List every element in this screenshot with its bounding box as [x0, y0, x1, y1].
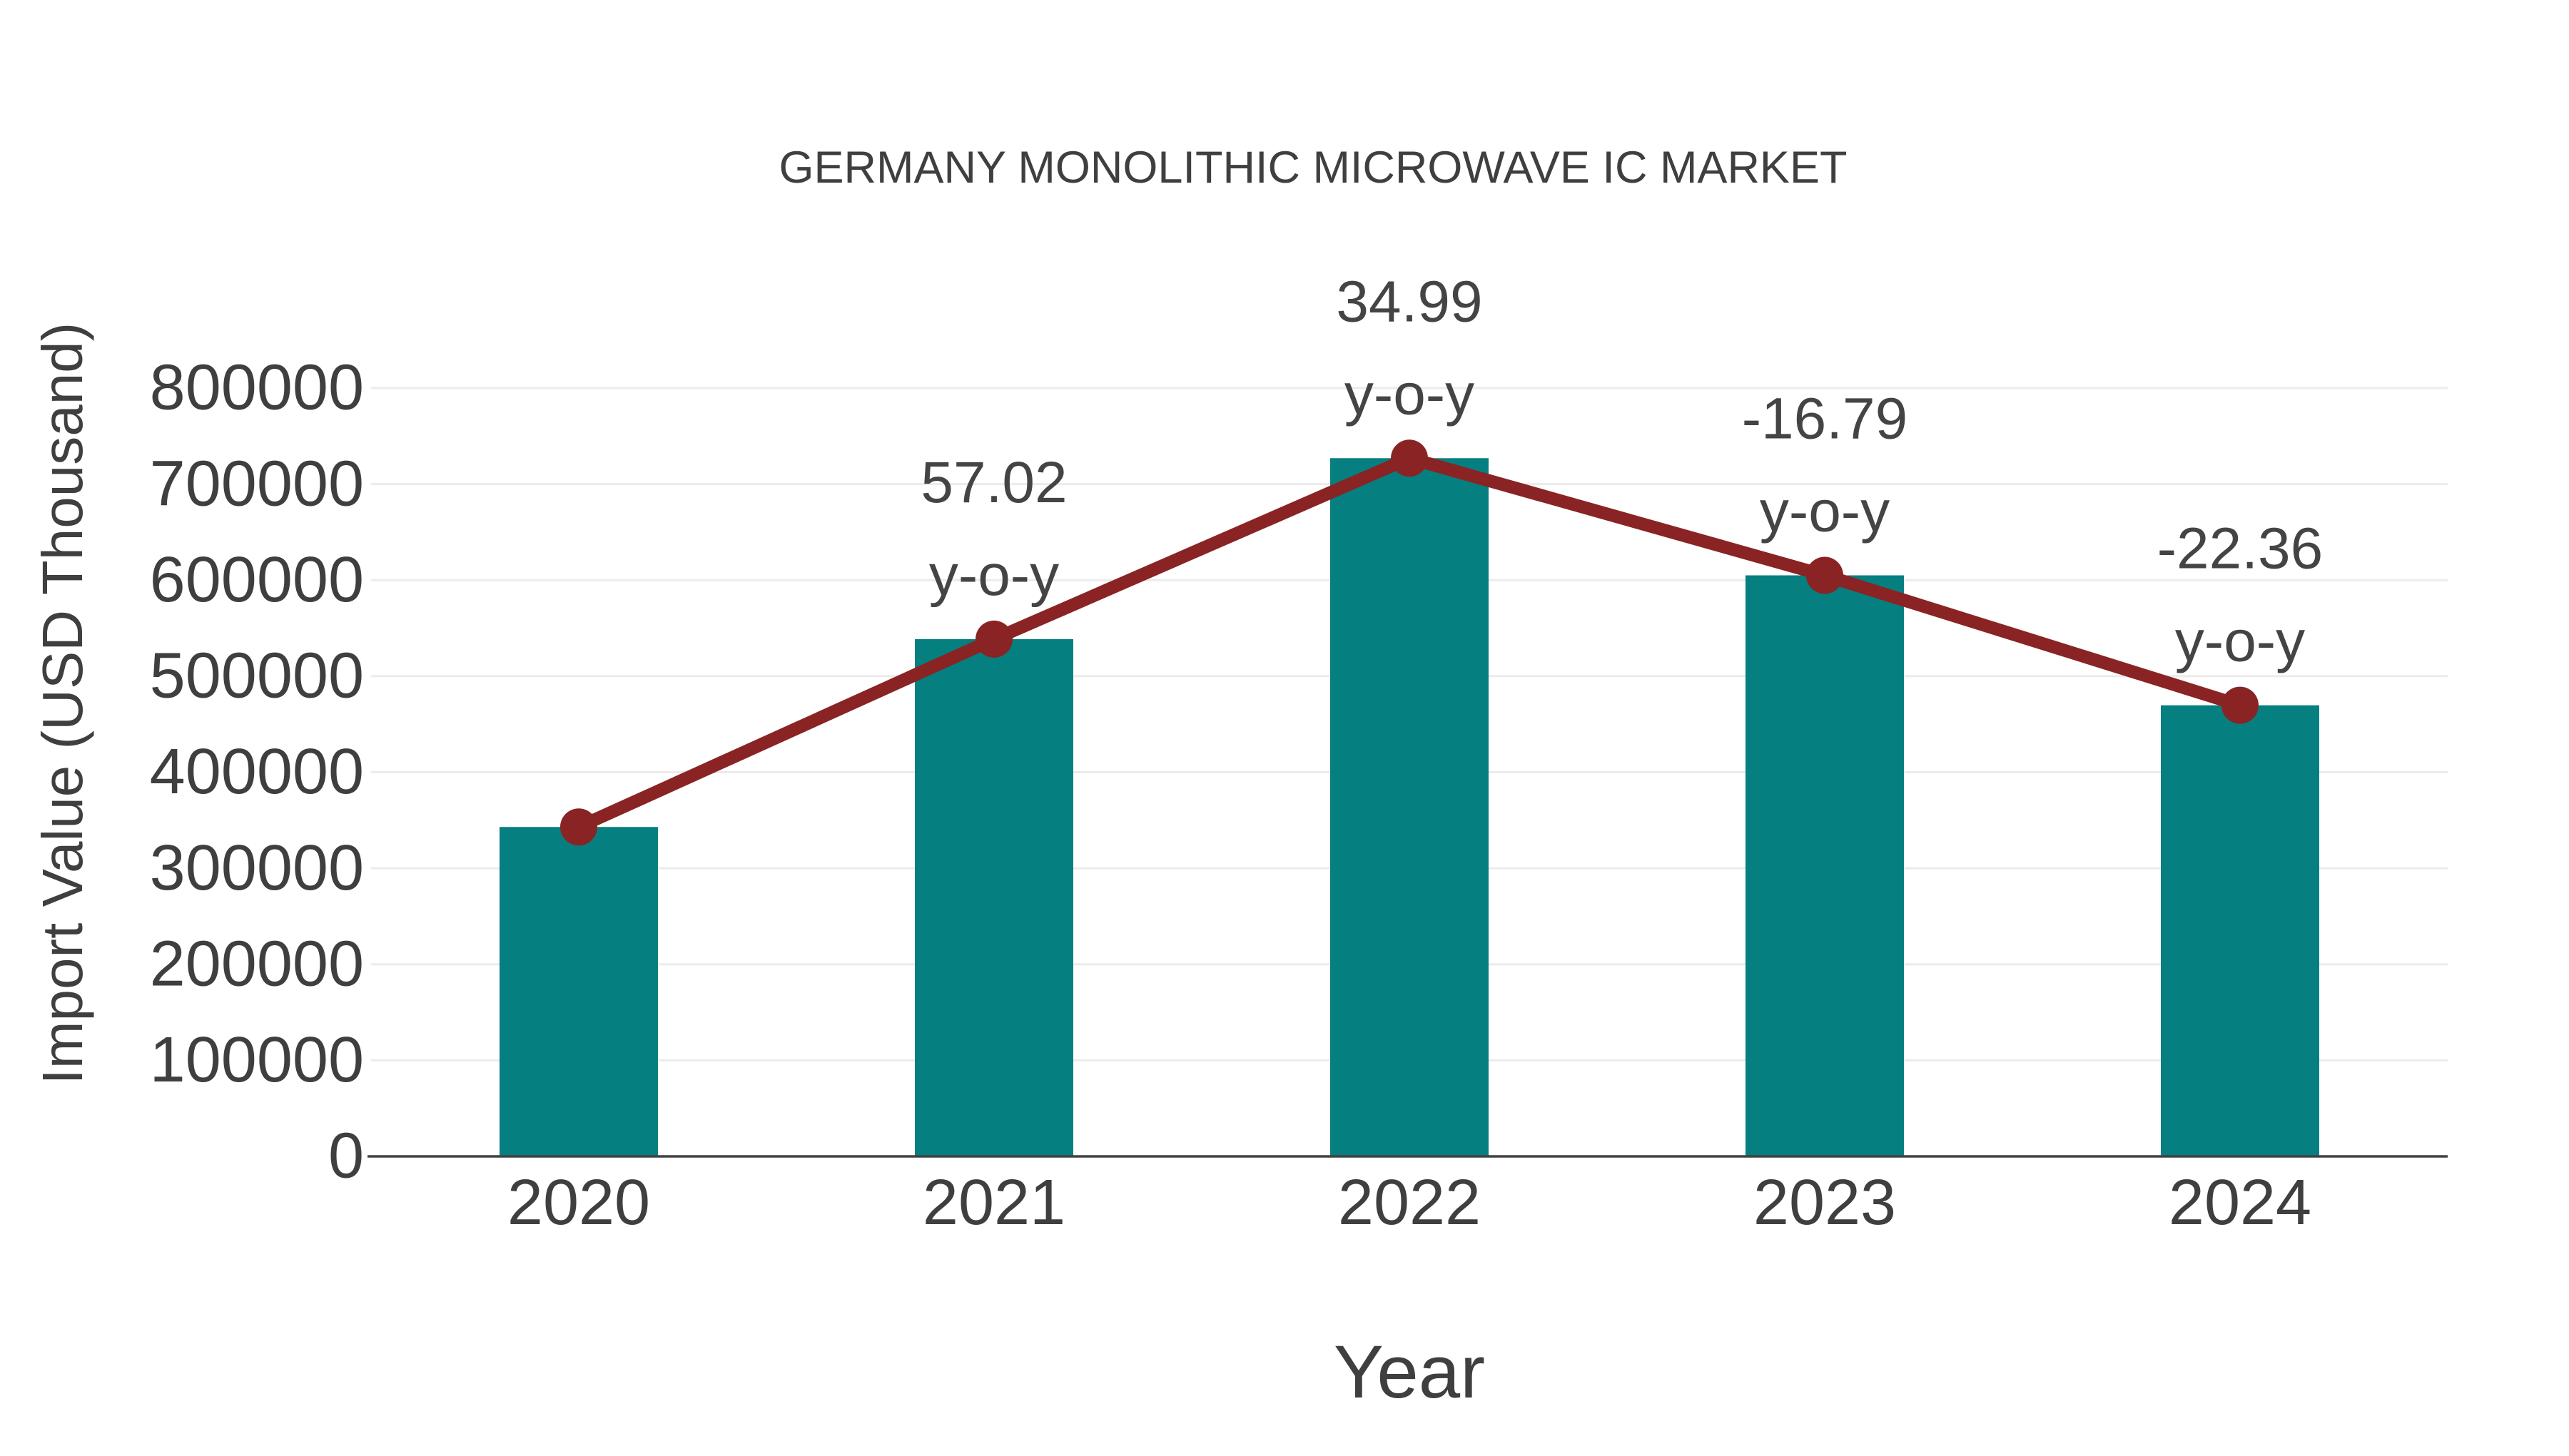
x-tick-label-2023: 2023: [1753, 1167, 1896, 1238]
y-tick-label-500000: 500000: [150, 641, 364, 712]
y-tick-label-600000: 600000: [150, 544, 364, 616]
annotation-2022-value: 34.99: [1336, 269, 1482, 334]
trend-point-2021: [976, 620, 1013, 658]
y-axis-title: Import Value (USD Thousand): [31, 322, 94, 1085]
bar-2020: [500, 827, 658, 1156]
bar-2022: [1330, 458, 1489, 1156]
line-series: [560, 439, 2259, 846]
x-tick-label-2021: 2021: [923, 1167, 1065, 1238]
chart-figure: 0 100000 200000 300000 400000 500000 600000 700…: [29, 11, 2569, 1456]
x-tick-label-2024: 2024: [2169, 1167, 2311, 1238]
chart-canvas: 0 100000 200000 300000 400000 500000 600000 700…: [31, 143, 2448, 1414]
y-tick-label-300000: 300000: [150, 833, 364, 904]
y-tick-label-100000: 100000: [150, 1024, 364, 1096]
chart-title: GERMANY MONOLITHIC MICROWAVE IC MARKET: [779, 143, 1848, 193]
annotation-2023-value: -16.79: [1742, 387, 1908, 452]
annotation-2021-value: 57.02: [921, 450, 1067, 515]
bar-2021: [915, 638, 1073, 1156]
annotations: 57.02 y-o-y 34.99 y-o-y -16.79 y-o-y -22.36 y-o…: [921, 269, 2323, 673]
x-axis-tick-labels: 2020 2021 2022 2023 2024: [507, 1167, 2311, 1238]
bar-series: [500, 458, 2319, 1156]
x-tick-label-2020: 2020: [507, 1167, 650, 1238]
y-tick-label-200000: 200000: [150, 928, 364, 999]
y-axis-tick-labels: 0 100000 200000 300000 400000 500000 600000 700…: [150, 352, 364, 1192]
annotation-2021-suffix: y-o-y: [929, 543, 1059, 608]
y-tick-label-0: 0: [328, 1121, 364, 1192]
annotation-2024-value: -22.36: [2157, 516, 2324, 581]
trend-point-2020: [560, 808, 597, 846]
bar-2024: [2161, 705, 2319, 1156]
trend-point-2022: [1391, 439, 1428, 477]
y-tick-label-700000: 700000: [150, 448, 364, 519]
x-axis-title: Year: [1334, 1330, 1485, 1414]
bar-2023: [1745, 575, 1904, 1156]
trend-point-2024: [2221, 686, 2259, 724]
trend-point-2023: [1806, 556, 1843, 594]
x-tick-label-2022: 2022: [1338, 1167, 1481, 1238]
annotation-2022-suffix: y-o-y: [1344, 362, 1474, 427]
annotation-2023-suffix: y-o-y: [1760, 479, 1890, 544]
y-tick-label-400000: 400000: [150, 736, 364, 808]
y-tick-label-800000: 800000: [150, 352, 364, 424]
annotation-2024-suffix: y-o-y: [2175, 609, 2305, 674]
